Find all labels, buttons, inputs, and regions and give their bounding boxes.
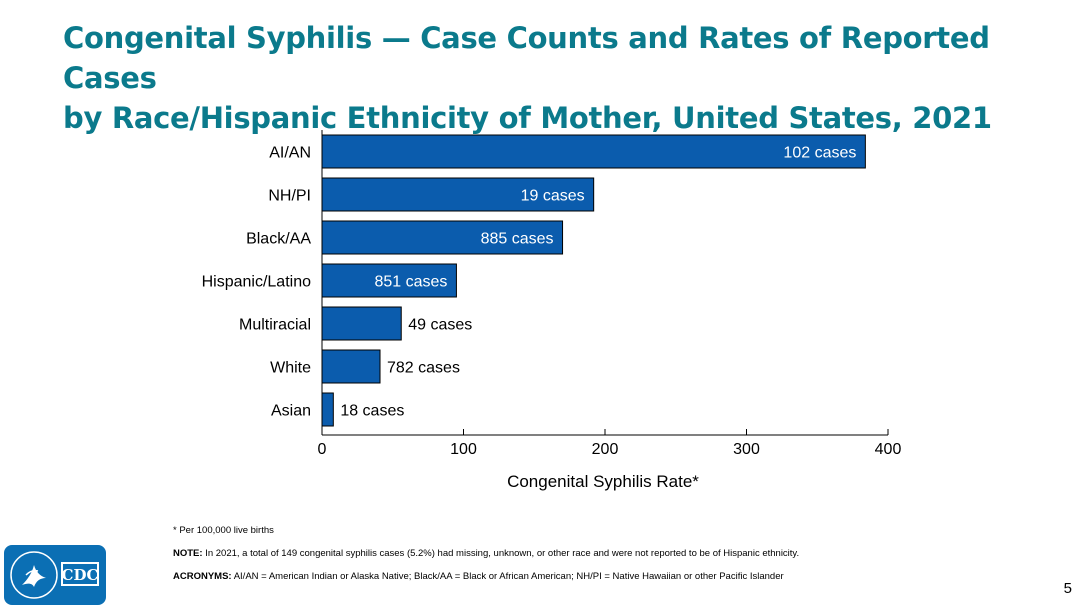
category-label: Multiracial [239,317,311,334]
title-line-1: Congenital Syphilis — Case Counts and Ra… [63,21,990,95]
footnote-asterisk: * Per 100,000 live births [173,525,274,536]
footnote-acronyms: ACRONYMS: AI/AN = American Indian or Ala… [173,571,784,582]
x-tick-label: 200 [592,441,619,458]
bar-hispanic-latino [321,263,457,298]
x-tick-label: 0 [318,441,327,458]
category-label: NH/PI [268,188,311,205]
bar-chart: AI/AN 102 cases NH/PI 19 cases Black/AA 885 c… [202,130,902,491]
data-label: 19 cases [521,188,585,205]
x-tick-label: 300 [733,441,760,458]
title-line-2: by Race/Hispanic Ethnicity of Mother, Un… [63,101,992,135]
acronyms-text: AI/AN = American Indian or Alaska Native… [231,571,784,582]
x-axis-title: Congenital Syphilis Rate* [507,472,699,491]
category-label: AI/AN [269,145,311,162]
hhs-eagle-icon: CDC [10,551,99,599]
category-label: Black/AA [246,231,311,248]
bar-multiracial [321,306,402,341]
x-tick-label: 100 [450,441,477,458]
cdc-logo: CDC [4,545,106,605]
bar-black-aa [321,220,564,255]
acronyms-label: ACRONYMS: [173,571,232,582]
bar-asian [321,392,334,427]
data-label: 885 cases [481,231,554,248]
x-tick-label: 400 [875,441,902,458]
data-label: 18 cases [340,403,404,420]
page-number: 5 [1063,580,1072,597]
data-label: 102 cases [783,145,856,162]
footnote-note: NOTE: In 2021, a total of 149 congenital… [173,548,799,559]
data-label: 851 cases [374,274,447,291]
cdc-logo-text: CDC [62,566,99,584]
bar-ai-an [321,134,866,169]
note-text: In 2021, a total of 149 congenital syphi… [202,548,800,559]
bar-white [321,349,381,384]
category-label: White [270,360,311,377]
data-label: 782 cases [387,360,460,377]
slide-title: Congenital Syphilis — Case Counts and Ra… [63,18,1073,138]
note-label: NOTE: [173,548,203,559]
category-label: Asian [271,403,311,420]
category-label: Hispanic/Latino [202,274,312,291]
data-label: 49 cases [408,317,472,334]
